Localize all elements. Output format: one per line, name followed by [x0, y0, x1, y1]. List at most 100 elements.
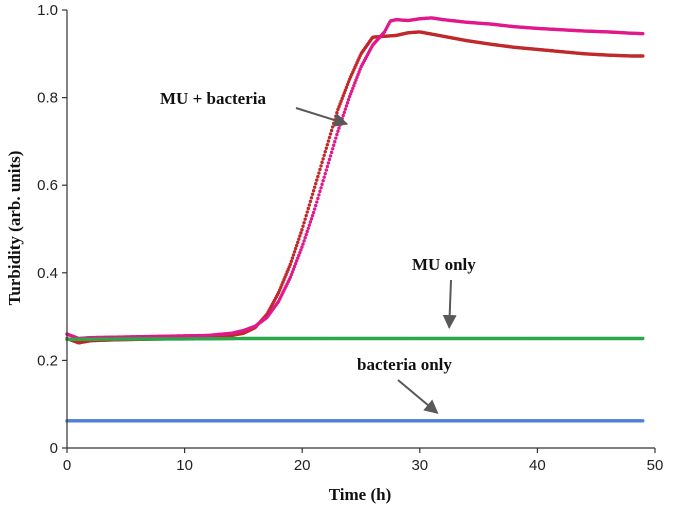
series-2	[65, 336, 645, 342]
data-point	[337, 126, 341, 130]
data-point	[309, 217, 314, 221]
data-point	[329, 150, 334, 155]
data-point	[294, 243, 299, 248]
data-point	[322, 175, 326, 179]
data-point	[299, 231, 303, 235]
series-1	[65, 16, 645, 341]
data-point	[298, 250, 302, 255]
data-point	[352, 83, 356, 88]
data-point	[341, 113, 345, 118]
data-point	[304, 232, 308, 237]
data-point	[348, 92, 353, 96]
x-axis-title: Time (h)	[329, 485, 392, 504]
data-point	[302, 239, 306, 243]
annotation-mu-plus-bacteria: MU + bacteria	[160, 89, 349, 127]
data-point	[297, 253, 301, 258]
data-point	[278, 288, 282, 292]
data-point	[280, 283, 284, 287]
data-point	[292, 264, 297, 269]
series-0	[65, 30, 645, 345]
data-point	[289, 259, 294, 263]
data-point	[307, 223, 312, 227]
x-tick-label: 40	[529, 457, 546, 474]
data-point	[641, 31, 645, 36]
data-point	[332, 143, 336, 147]
data-point	[308, 199, 313, 204]
data-point	[343, 107, 348, 111]
data-point	[335, 132, 339, 137]
data-point	[318, 167, 322, 172]
annotation-bacteria-only-arrow	[397, 379, 439, 414]
data-point	[323, 171, 327, 176]
data-point	[300, 245, 304, 249]
x-ticks: 0 10 20 30 40 50	[63, 448, 663, 474]
data-point	[312, 207, 317, 211]
data-point	[332, 121, 336, 126]
annotation-mu-plus-bacteria-label: MU + bacteria	[160, 89, 266, 108]
data-point	[306, 226, 311, 230]
y-tick-label: 1.0	[37, 2, 58, 19]
y-axis-title: Turbidity (arb. units)	[5, 151, 24, 306]
data-point	[321, 179, 325, 183]
x-tick-label: 20	[294, 457, 311, 474]
data-point	[358, 67, 362, 71]
data-point	[330, 125, 335, 129]
data-point	[334, 114, 338, 118]
annotation-mu-only: MU only	[412, 255, 476, 329]
annotation-mu-only-label: MU only	[412, 255, 476, 274]
data-point	[641, 54, 645, 58]
data-point	[320, 182, 324, 186]
data-point	[329, 128, 334, 133]
data-point	[641, 419, 645, 423]
data-point	[324, 146, 329, 150]
y-tick-label: 0.2	[37, 352, 58, 369]
data-point	[303, 217, 307, 221]
data-point	[290, 256, 295, 260]
data-point	[300, 228, 304, 232]
data-point	[347, 94, 352, 99]
data-point	[316, 196, 320, 201]
data-point	[301, 224, 305, 228]
data-point	[317, 171, 321, 175]
data-point	[301, 242, 305, 246]
data-point	[312, 185, 317, 189]
data-point	[333, 140, 337, 144]
data-point	[354, 78, 358, 82]
data-point	[293, 246, 298, 251]
data-point	[319, 186, 323, 190]
data-point	[292, 250, 297, 254]
data-point	[340, 96, 344, 101]
data-point	[297, 237, 301, 241]
data-point	[319, 164, 323, 168]
data-point	[344, 104, 349, 108]
data-point	[281, 280, 285, 284]
data-point	[341, 94, 345, 98]
data-point	[305, 229, 309, 234]
data-point	[276, 290, 281, 295]
data-point	[342, 91, 346, 95]
y-tick-label: 0.6	[37, 177, 58, 194]
data-point	[299, 248, 303, 252]
y-tick-label: 0	[50, 440, 58, 457]
data-point	[306, 206, 311, 211]
data-point	[325, 142, 330, 147]
data-point	[328, 132, 333, 136]
data-point	[284, 272, 288, 277]
data-point	[310, 213, 315, 218]
data-point	[314, 203, 318, 208]
data-point	[355, 75, 359, 80]
data-point	[339, 99, 343, 103]
data-point	[343, 88, 348, 92]
data-point	[336, 107, 340, 112]
data-point	[322, 153, 326, 157]
data-point	[290, 270, 295, 274]
data-point	[325, 164, 330, 169]
data-point	[346, 98, 351, 102]
data-point	[310, 192, 315, 197]
annotation-bacteria-only-label: bacteria only	[357, 355, 452, 374]
data-point	[316, 174, 320, 179]
data-point	[320, 160, 324, 165]
data-point	[296, 256, 300, 260]
data-point	[318, 189, 322, 194]
